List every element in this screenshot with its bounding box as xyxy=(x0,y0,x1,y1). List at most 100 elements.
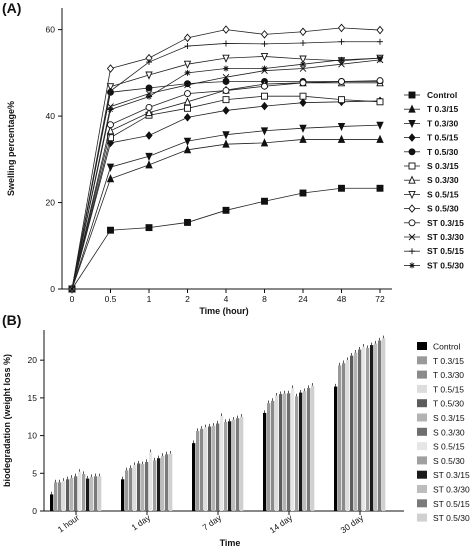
swelling-legend-item: Control xyxy=(404,90,457,100)
swelling-point xyxy=(222,78,230,85)
swelling-legend-item: ST 0.3/15 xyxy=(404,218,464,228)
swelling-legend-label: S 0.3/30 xyxy=(427,175,459,185)
swelling-point xyxy=(222,206,230,214)
biodegradation-legend-label: T 0.3/15 xyxy=(433,356,464,366)
biodegradation-bar xyxy=(70,477,74,511)
biodegradation-legend-swatch xyxy=(417,485,427,493)
swelling-point xyxy=(222,139,230,148)
swelling-point xyxy=(222,25,230,34)
swelling-point xyxy=(145,131,153,140)
biodegradation-legend-label: Control xyxy=(433,342,461,352)
biodegradation-bar xyxy=(334,386,338,511)
biodegradation-legend-swatch xyxy=(417,356,427,365)
swelling-x-tick-label: 2 xyxy=(185,294,190,304)
swelling-point xyxy=(223,65,229,72)
biodegradation-bar xyxy=(342,363,346,511)
biodegradation-bar xyxy=(240,416,244,511)
swelling-y-tick-label: 40 xyxy=(46,111,56,121)
swelling-point xyxy=(338,56,345,63)
biodegradation-legend-swatch xyxy=(417,342,427,350)
biodegradation-bar xyxy=(228,421,232,511)
biodegradation-bar xyxy=(50,494,54,511)
biodegradation-chart: (B) biodegradation (weight loss %) Time … xyxy=(2,312,470,548)
biodegradation-bar xyxy=(200,428,204,511)
swelling-y-axis-title: Swelling percentage% xyxy=(6,101,16,196)
biodegradation-x-axis-title: Time xyxy=(220,538,241,548)
biodegradation-group-1-day xyxy=(121,449,173,511)
biodegradation-bar xyxy=(129,468,133,511)
biodegradation-legend-item: S 0.5/15 xyxy=(417,442,465,452)
biodegradation-y-tick-label: 0 xyxy=(32,506,37,516)
biodegradation-bar xyxy=(98,476,102,511)
biodegradation-group-1-hour xyxy=(50,469,102,511)
swelling-point xyxy=(223,40,229,47)
swelling-point xyxy=(145,71,153,80)
swelling-point xyxy=(183,137,192,146)
swelling-point xyxy=(184,218,191,226)
swelling-point xyxy=(106,83,115,92)
biodegradation-bar xyxy=(212,425,216,511)
swelling-legend-item: T 0.3/30 xyxy=(404,118,458,128)
biodegradation-legend-swatch xyxy=(417,513,427,522)
swelling-point xyxy=(376,184,384,192)
biodegradation-bar xyxy=(279,394,283,511)
swelling-legend-label: T 0.3/30 xyxy=(427,118,458,128)
swelling-point xyxy=(222,54,230,63)
swelling-point xyxy=(338,96,345,104)
swelling-point xyxy=(184,90,191,98)
biodegradation-bar xyxy=(263,412,267,511)
swelling-legend-marker xyxy=(408,162,416,170)
biodegradation-bar xyxy=(346,360,350,511)
swelling-y-tick-label: 20 xyxy=(46,198,56,208)
biodegradation-bar xyxy=(271,400,275,511)
swelling-legend-label: S 0.3/15 xyxy=(427,161,459,171)
biodegradation-legend-label: ST 0.3/30 xyxy=(433,485,470,495)
biodegradation-bar xyxy=(236,418,240,511)
swelling-legend-item: T 0.3/15 xyxy=(404,104,458,114)
swelling-x-tick-label: 8 xyxy=(262,294,267,304)
biodegradation-bar xyxy=(125,470,129,511)
biodegradation-y-tick-label: 10 xyxy=(28,431,38,441)
swelling-legend-label: ST 0.5/15 xyxy=(427,246,464,256)
swelling-point xyxy=(338,38,345,45)
biodegradation-legend-swatch xyxy=(417,384,427,393)
biodegradation-legend-item: T 0.5/30 xyxy=(417,399,464,409)
swelling-point xyxy=(300,40,306,47)
biodegradation-legend-label: T 0.3/30 xyxy=(433,370,464,380)
biodegradation-legend-item: ST 0.3/15 xyxy=(417,470,470,480)
swelling-point xyxy=(184,81,191,89)
biodegradation-legend-item: ST 0.5/30 xyxy=(417,513,470,523)
swelling-point xyxy=(337,134,346,143)
swelling-point xyxy=(183,60,192,69)
swelling-x-tick-label: 0 xyxy=(70,294,75,304)
swelling-point xyxy=(261,92,268,100)
swelling-legend-marker xyxy=(408,175,416,184)
swelling-series-st-0-5-30 xyxy=(69,55,383,292)
biodegradation-bar xyxy=(303,391,307,511)
biodegradation-legend-label: ST 0.5/30 xyxy=(433,513,470,523)
biodegradation-legend-item: Control xyxy=(417,342,461,352)
biodegradation-legend-swatch xyxy=(417,456,427,465)
swelling-point xyxy=(183,97,192,106)
swelling-legend-item: ST 0.5/15 xyxy=(404,246,464,256)
biodegradation-bars xyxy=(50,335,386,511)
biodegradation-bar xyxy=(374,343,378,511)
biodegradation-legend-item: T 0.5/15 xyxy=(417,384,464,394)
swelling-point xyxy=(299,98,307,107)
swelling-legend-label: ST 0.3/30 xyxy=(427,232,464,242)
biodegradation-legend-item: ST 0.3/30 xyxy=(417,485,470,495)
swelling-legend-marker xyxy=(408,190,416,200)
biodegradation-bar xyxy=(66,479,70,511)
swelling-point xyxy=(299,189,307,197)
biodegradation-x-tick-label: 14 day xyxy=(267,512,294,535)
swelling-legend-marker xyxy=(408,233,416,241)
biodegradation-bar xyxy=(208,426,212,511)
biodegradation-bar xyxy=(54,482,58,511)
swelling-point xyxy=(377,55,383,62)
swelling-point xyxy=(376,77,384,85)
swelling-line xyxy=(71,95,381,290)
swelling-point xyxy=(69,286,75,292)
biodegradation-bar xyxy=(161,455,165,511)
biodegradation-x-tick-label: 30 day xyxy=(338,512,365,535)
